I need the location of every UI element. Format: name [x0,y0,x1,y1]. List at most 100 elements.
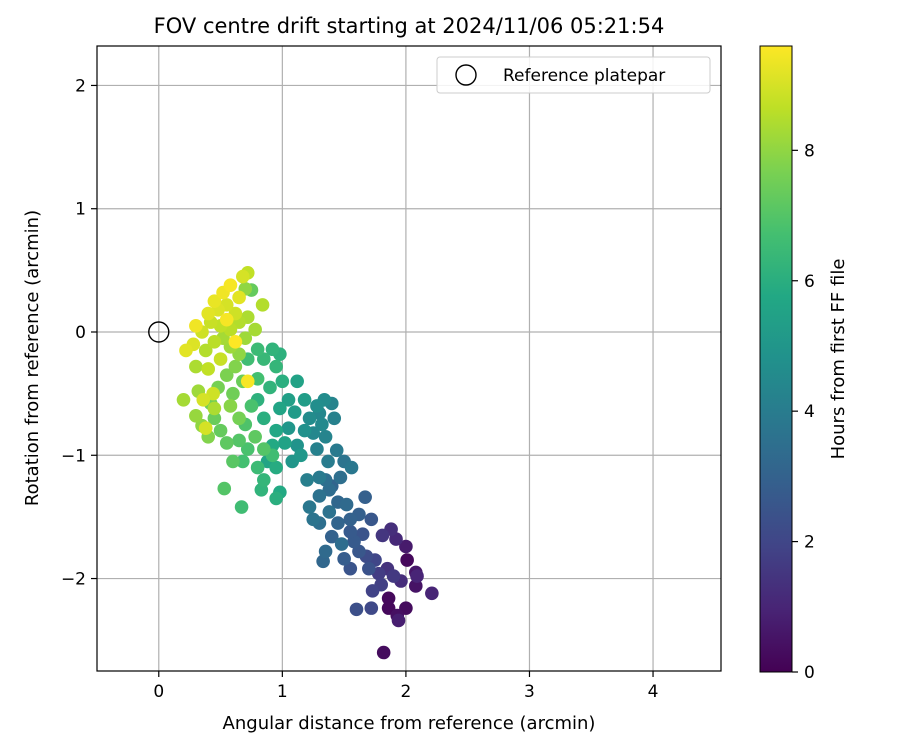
scatter-point [300,473,314,487]
y-axis-ticks: −2 −1 0 1 2 [61,76,97,590]
scatter-point [213,423,228,438]
scatter-point [176,392,191,407]
scatter-point [318,429,333,444]
scatter-point [343,524,358,539]
scatter-point [302,411,317,426]
x-tick-label: 4 [648,682,659,702]
scatter-point [349,602,364,617]
scatter-point [240,374,255,389]
scatter-point [248,429,262,444]
scatter-point [315,417,329,432]
scatter-point [263,380,277,395]
x-tick-label: 0 [153,682,164,702]
scatter-point [226,454,240,469]
y-tick-label: 1 [75,200,86,220]
scatter-points [176,266,439,660]
y-axis-label: Rotation from reference (arcmin) [22,210,43,506]
scatter-point [198,343,213,358]
colorbar-tick-label: 2 [804,533,815,553]
scatter-point [302,500,317,514]
scatter-point [201,362,216,376]
scatter-point [321,454,335,469]
scatter-point [331,516,345,530]
scatter-point [223,399,238,413]
scatter-point [329,443,344,458]
colorbar-label: Hours from first FF file [828,259,849,460]
scatter-point [244,399,259,413]
scatter-point [310,442,324,456]
scatter-point [228,335,243,349]
scatter-point [228,359,243,374]
scatter-point [206,386,220,401]
x-tick-label: 1 [277,682,288,702]
scatter-point [255,298,270,312]
colorbar [759,45,793,673]
scatter-point [358,490,372,504]
scatter-point [232,433,246,448]
scatter-point [219,312,234,327]
scatter-point [324,529,339,544]
scatter-point [236,269,250,284]
scatter-point [207,294,222,308]
x-axis-ticks: 0 1 2 3 4 [153,671,658,702]
scatter-point [236,454,250,469]
x-axis-label: Angular distance from reference (arcmin) [223,713,596,734]
colorbar-tick-label: 0 [804,663,815,683]
scatter-point [297,423,312,438]
scatter-point [322,505,337,519]
scatter-point [327,411,342,426]
colorbar-tick-label: 4 [804,402,815,422]
scatter-point [362,561,376,576]
scatter-point [333,470,348,485]
scatter-point [312,489,327,503]
plot-frame [96,45,722,672]
scatter-point [386,569,401,583]
scatter-point [257,352,271,366]
scatter-point [364,601,379,615]
scatter-point [269,491,283,506]
scatter-point [410,569,424,583]
scatter-point [217,481,232,496]
scatter-point [365,584,380,598]
scatter-point [318,544,333,559]
legend-entry-reference: Reference platepar [503,66,665,86]
scatter-point [408,579,423,593]
scatter-point [364,512,379,527]
scatter-point [306,512,321,527]
scatter-point [281,392,296,407]
scatter-point [297,392,312,407]
scatter-point [273,401,287,416]
x-tick-label: 3 [524,682,535,702]
scatter-point [257,473,271,487]
scatter-point [207,401,222,416]
scatter-point [250,342,265,357]
y-tick-label: −1 [61,446,86,466]
scatter-point [207,335,222,349]
reference-marker [148,321,170,343]
scatter-point [399,539,413,554]
colorbar-ticks: 0 2 4 6 8 [792,141,815,683]
y-tick-label: −2 [61,570,86,590]
scatter-point [343,512,358,527]
legend: Reference platepar [436,56,711,94]
scatter-point [294,448,308,463]
scatter-point [232,290,246,305]
scatter-point [219,368,234,382]
scatter-point [257,411,271,426]
scatter-point [400,553,414,567]
scatter-point [219,436,234,450]
legend-marker-icon [455,64,477,86]
scatter-point [232,411,246,426]
colorbar-tick-label: 6 [804,272,815,292]
scatter-point [334,537,349,551]
scatter-point [391,613,406,628]
scatter-point [189,319,203,333]
scatter-point [269,423,283,438]
scatter-point [201,306,216,321]
colorbar-tick-label: 8 [804,141,815,161]
scatter-point [269,460,283,475]
scatter-point [310,399,324,413]
scatter-point [376,645,391,660]
